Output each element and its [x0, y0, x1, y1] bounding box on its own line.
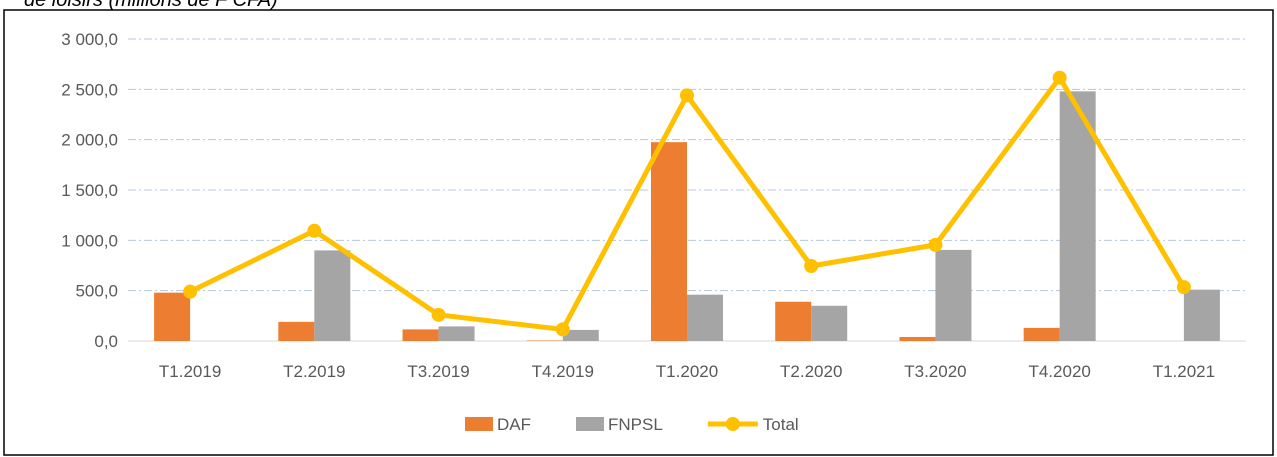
bar [1183, 289, 1220, 341]
legend-label: DAF [497, 415, 531, 434]
line-marker [928, 237, 943, 252]
x-tick-label: T1.2019 [159, 362, 221, 381]
bar [154, 292, 191, 341]
y-tick-label: 3 000,0 [61, 30, 118, 49]
x-tick-label: T2.2020 [780, 362, 842, 381]
y-tick-label: 2 500,0 [61, 80, 118, 99]
chart-title: de loisirs (millions de F CFA) [24, 0, 278, 11]
bar [687, 294, 723, 341]
legend-marker [725, 417, 740, 431]
line-marker [307, 223, 322, 238]
bar [526, 340, 563, 341]
bar [775, 301, 812, 341]
bar [651, 142, 687, 341]
bar [438, 326, 475, 341]
line-marker [555, 322, 570, 337]
line-marker [1176, 280, 1191, 295]
legend-swatch [465, 417, 493, 431]
line-marker [431, 307, 446, 322]
line-marker [1052, 70, 1067, 85]
x-tick-label: T4.2020 [1028, 362, 1090, 381]
y-tick-label: 2 000,0 [61, 131, 118, 150]
bar [314, 250, 351, 341]
bar [278, 321, 315, 341]
bar [1023, 327, 1060, 341]
x-tick-label: T1.2021 [1153, 362, 1215, 381]
line-marker [804, 259, 819, 274]
x-tick-label: T3.2020 [904, 362, 966, 381]
bar [899, 336, 936, 341]
legend-swatch [576, 417, 604, 431]
x-tick-label: T1.2020 [656, 362, 718, 381]
x-tick-label: T2.2019 [283, 362, 345, 381]
line-marker [183, 284, 198, 299]
bar [811, 305, 848, 341]
y-tick-label: 500,0 [75, 282, 118, 301]
bar [562, 329, 599, 341]
legend-label: FNPSL [608, 415, 663, 434]
legend-label: Total [763, 415, 799, 434]
y-tick-label: 0,0 [94, 332, 118, 351]
x-tick-label: T4.2019 [532, 362, 594, 381]
bar [935, 249, 972, 341]
y-tick-label: 1 500,0 [61, 181, 118, 200]
bar [402, 329, 439, 341]
x-tick-label: T3.2019 [407, 362, 469, 381]
line-marker [680, 88, 694, 103]
y-tick-label: 1 000,0 [61, 231, 118, 250]
